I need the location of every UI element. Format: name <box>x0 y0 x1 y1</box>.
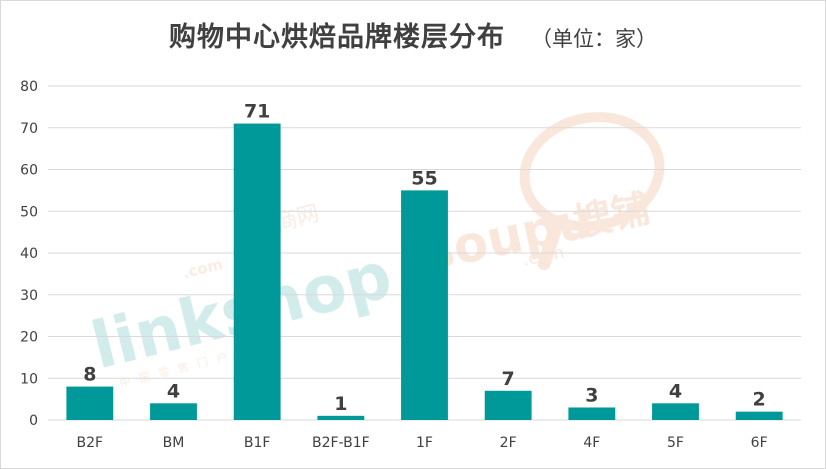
y-axis-ticks: 0 10 20 30 40 50 60 70 80 <box>20 79 38 429</box>
x-tick-label: BM <box>163 435 185 451</box>
bar <box>66 386 114 420</box>
chart-title-block: 购物中心烘焙品牌楼层分布 （单位：家） <box>1 15 825 54</box>
bar <box>233 123 281 420</box>
soupu-ring-icon <box>519 112 665 232</box>
data-label: 55 <box>411 167 437 189</box>
x-tick-label: B2F <box>77 435 104 451</box>
data-label: 4 <box>167 380 180 402</box>
data-label: 7 <box>502 368 515 390</box>
data-label: 71 <box>244 101 270 123</box>
x-tick-label: 2F <box>500 435 517 451</box>
x-tick-label: 5F <box>667 435 684 451</box>
y-tick-label: 20 <box>20 330 38 346</box>
bar <box>401 190 448 420</box>
bar <box>652 403 699 420</box>
data-label: 1 <box>334 393 347 415</box>
x-tick-label: B1F <box>244 435 271 451</box>
data-label: 4 <box>669 380 682 402</box>
watermark-layer: linkshop .com 联商网 中国零售门户网站 soupu .com 搜铺 <box>85 112 665 390</box>
y-tick-label: 70 <box>20 121 38 137</box>
data-labels: 8 4 71 1 55 7 3 4 2 <box>83 101 766 415</box>
x-tick-label: 4F <box>583 435 600 451</box>
bar <box>735 411 783 420</box>
y-tick-label: 30 <box>20 288 38 304</box>
x-tick-label: 1F <box>416 435 433 451</box>
y-tick-label: 10 <box>20 371 38 387</box>
x-axis-ticks: B2F BM B1F B2F-B1F 1F 2F 4F 5F 6F <box>77 435 768 451</box>
y-tick-label: 0 <box>29 413 38 429</box>
y-tick-label: 80 <box>20 79 38 95</box>
y-tick-label: 50 <box>20 204 38 220</box>
data-label: 8 <box>83 364 96 386</box>
x-tick-label: B2F-B1F <box>312 435 370 451</box>
bar <box>150 403 197 420</box>
data-label: 3 <box>585 384 598 406</box>
bar <box>568 407 616 420</box>
bars <box>66 123 783 420</box>
bar <box>317 415 365 420</box>
chart-title: 购物中心烘焙品牌楼层分布 <box>169 22 505 53</box>
data-label: 2 <box>753 389 766 411</box>
y-tick-label: 60 <box>20 163 38 179</box>
y-tick-label: 40 <box>20 246 38 262</box>
linkshop-com-mark: .com <box>181 255 225 282</box>
soupu-handle-icon <box>537 215 565 271</box>
bar <box>484 390 532 420</box>
x-tick-label: 6F <box>751 435 768 451</box>
chart-unit: （单位：家） <box>531 27 657 51</box>
